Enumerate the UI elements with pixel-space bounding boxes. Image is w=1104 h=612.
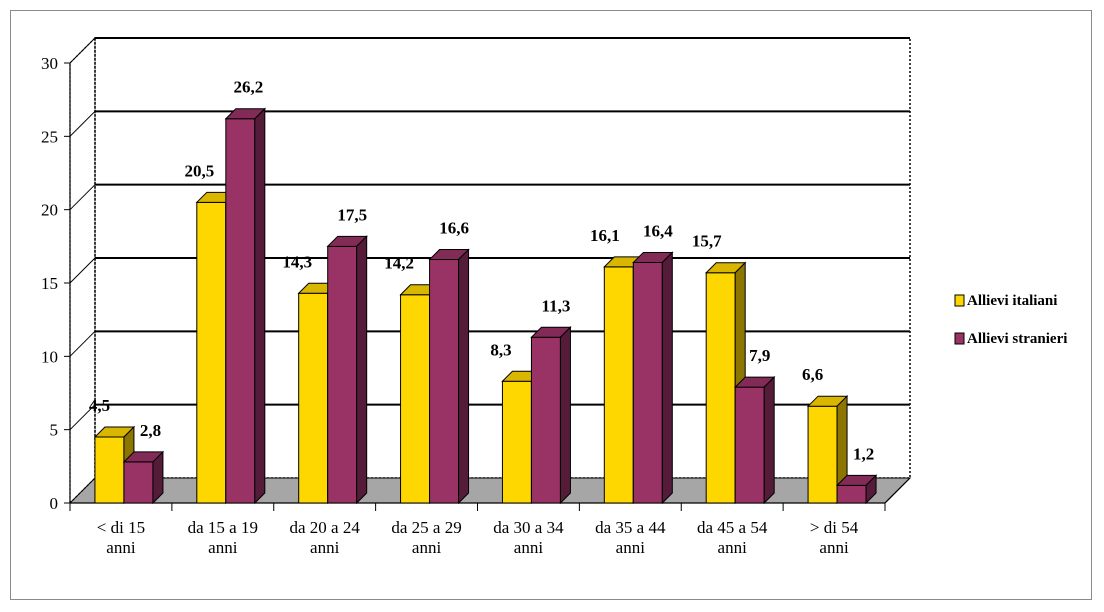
- category-label: > di 54 anni: [810, 518, 859, 557]
- bar-side-face: [356, 235, 368, 505]
- gridline-side: [69, 110, 96, 137]
- plot-floor: [68, 477, 912, 504]
- bar-stranieri: [429, 259, 460, 504]
- bar-side-face: [661, 251, 673, 505]
- bar-italiani: [807, 405, 838, 504]
- y-tick-label: 20: [41, 201, 58, 220]
- data-label: 1,2: [853, 444, 874, 463]
- data-label: 26,2: [233, 78, 263, 97]
- legend-label: Allievi stranieri: [967, 331, 1067, 347]
- data-label: 16,4: [643, 221, 673, 240]
- x-axis-depth-line: [884, 477, 911, 504]
- y-tick-label: 5: [50, 421, 59, 440]
- bar-stranieri: [327, 245, 358, 504]
- bar-italiani: [94, 436, 125, 504]
- bar-stranieri: [632, 261, 663, 504]
- legend-label: Allievi italiani: [967, 293, 1057, 309]
- bar-side-face: [865, 474, 877, 505]
- data-label: 4,5: [89, 396, 110, 415]
- category-label: da 15 a 19 anni: [188, 518, 258, 557]
- gridline-side: [69, 37, 96, 64]
- gridline-side: [69, 330, 96, 357]
- category-label: da 45 a 54 anni: [697, 518, 768, 557]
- data-label: 6,6: [802, 365, 823, 384]
- bar-italiani: [705, 272, 736, 504]
- bar-italiani: [603, 266, 634, 504]
- data-label: 14,3: [282, 252, 312, 271]
- data-label: 17,5: [337, 205, 367, 224]
- legend-swatch: [954, 294, 965, 307]
- category-label: da 25 a 29 anni: [391, 518, 461, 557]
- data-label: 16,1: [590, 226, 620, 245]
- bar-side-face: [458, 248, 470, 505]
- y-tick-label: 25: [41, 127, 58, 146]
- category-label: da 20 a 24 anni: [290, 518, 361, 557]
- gridline-side: [69, 404, 96, 431]
- legend-swatch: [954, 332, 965, 345]
- bar-stranieri: [734, 386, 765, 504]
- bar-stranieri: [123, 461, 154, 504]
- bar-side-face: [254, 107, 266, 505]
- data-label: 8,3: [490, 340, 511, 359]
- category-label: da 35 a 44 anni: [595, 518, 666, 557]
- data-label: 20,5: [184, 161, 214, 180]
- bar-italiani: [298, 292, 329, 504]
- category-label: < di 15 anni: [97, 518, 145, 557]
- data-label: 16,6: [439, 219, 469, 238]
- bar-italiani: [196, 201, 227, 504]
- y-tick-label: 10: [41, 347, 58, 366]
- gridline-side: [69, 184, 96, 211]
- bar-side-face: [763, 375, 775, 505]
- category-label: da 30 a 34 anni: [493, 518, 564, 557]
- bar-side-face: [559, 326, 571, 505]
- y-tick-label: 15: [41, 274, 58, 293]
- gridline-side: [69, 257, 96, 284]
- data-label: 14,2: [384, 254, 414, 273]
- bar-italiani: [400, 294, 431, 504]
- bar-side-face: [152, 450, 164, 505]
- data-label: 7,9: [749, 346, 770, 365]
- bar-stranieri: [530, 336, 561, 504]
- bar-stranieri: [836, 484, 867, 504]
- y-tick-label: 30: [41, 54, 58, 73]
- bar-italiani: [501, 380, 532, 504]
- data-label: 15,7: [692, 232, 722, 251]
- y-tick-label: 0: [50, 494, 59, 513]
- bar-stranieri: [225, 118, 256, 504]
- data-label: 11,3: [542, 296, 571, 315]
- data-label: 2,8: [140, 421, 161, 440]
